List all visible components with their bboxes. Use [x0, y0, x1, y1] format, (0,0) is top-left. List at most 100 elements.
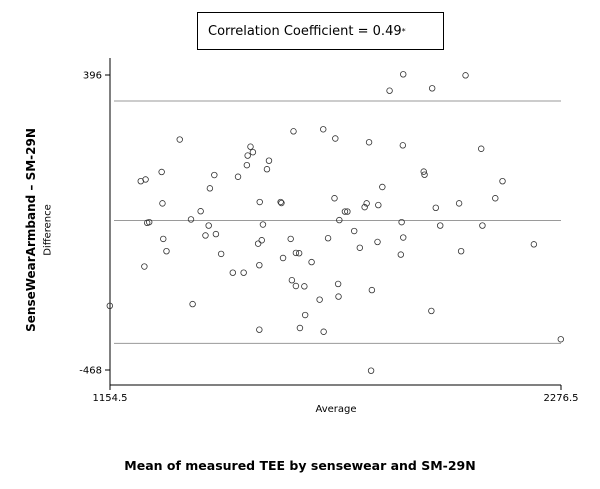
data-point — [244, 152, 251, 159]
plot-frame — [109, 58, 561, 386]
data-point — [400, 71, 407, 78]
data-point — [361, 203, 368, 211]
data-point — [368, 286, 376, 294]
data-point — [288, 277, 296, 284]
data-point — [437, 222, 444, 229]
data-point — [316, 296, 323, 303]
data-point — [363, 200, 370, 207]
y-tick-label: -468 — [79, 366, 102, 377]
data-point — [287, 235, 294, 243]
data-point — [398, 218, 405, 226]
data-point — [295, 250, 303, 257]
data-point — [158, 168, 165, 176]
data-point — [205, 222, 212, 229]
data-point — [259, 221, 267, 228]
y-axis-secondary-label: Difference — [42, 204, 54, 256]
data-point — [455, 200, 463, 207]
data-point — [106, 302, 113, 310]
data-point — [247, 143, 254, 150]
axis-ticks: 396 -468 1154.5 2276.5 — [79, 71, 578, 405]
data-point — [320, 126, 327, 133]
data-point — [202, 232, 209, 239]
data-point — [421, 171, 428, 178]
significance-marker: * — [401, 26, 406, 36]
data-point — [399, 142, 407, 149]
data-point — [296, 324, 304, 332]
data-point — [462, 72, 469, 79]
data-point — [176, 136, 183, 143]
data-point — [320, 328, 327, 335]
data-point — [365, 139, 373, 146]
data-point — [331, 195, 338, 202]
data-point — [240, 269, 247, 276]
data-point — [420, 168, 427, 175]
data-point — [234, 173, 242, 180]
data-point — [142, 176, 149, 183]
y-axis-label: SenseWearArmband – SM-29N — [24, 128, 38, 332]
data-point — [379, 183, 386, 191]
data-point — [457, 247, 465, 255]
data-point — [263, 166, 271, 173]
data-point — [160, 235, 167, 243]
data-point — [256, 326, 263, 333]
chart-title: Mean of measured TEE by sensewear and SM… — [124, 458, 476, 473]
data-point — [428, 85, 436, 92]
data-point — [254, 240, 262, 247]
data-point — [211, 171, 218, 179]
data-point — [217, 250, 225, 258]
data-point — [557, 336, 564, 343]
data-point — [292, 249, 300, 257]
data-point — [292, 282, 300, 290]
data-point — [386, 87, 393, 94]
data-point — [229, 269, 236, 276]
data-point — [279, 254, 287, 262]
data-point — [356, 244, 364, 251]
data-point — [163, 247, 170, 255]
data-point — [141, 263, 148, 270]
data-point — [243, 161, 251, 169]
data-point — [432, 204, 439, 212]
data-point — [256, 261, 263, 269]
data-point — [332, 135, 339, 142]
data-points — [106, 71, 564, 374]
data-point — [249, 148, 257, 156]
data-point — [265, 157, 273, 164]
data-point — [301, 283, 308, 290]
data-point — [344, 208, 351, 215]
data-point — [492, 195, 499, 202]
data-point — [397, 251, 405, 258]
y-tick-label: 396 — [83, 71, 102, 82]
data-point — [335, 293, 342, 300]
data-point — [336, 216, 343, 224]
data-point — [499, 177, 506, 185]
data-point — [341, 208, 349, 215]
data-point — [258, 237, 265, 244]
data-point — [277, 198, 284, 206]
correlation-annotation: Correlation Coefficient = 0.49 * — [197, 12, 444, 50]
data-point — [278, 199, 285, 207]
data-point — [428, 307, 435, 315]
data-point — [479, 222, 486, 229]
data-point — [145, 218, 153, 226]
data-point — [375, 201, 382, 209]
data-point — [324, 235, 332, 242]
data-point — [308, 258, 315, 266]
data-point — [159, 200, 166, 207]
data-point — [400, 234, 407, 241]
data-point — [189, 300, 196, 308]
data-point — [334, 280, 342, 288]
data-point — [350, 227, 358, 235]
data-point — [374, 238, 381, 246]
data-point — [478, 145, 485, 152]
x-axis-label: Average — [315, 404, 357, 415]
data-point — [206, 185, 214, 192]
data-point — [367, 367, 375, 374]
data-point — [212, 230, 220, 238]
data-point — [187, 216, 195, 223]
data-point — [530, 241, 538, 248]
x-tick-label: 1154.5 — [93, 393, 128, 404]
data-point — [256, 198, 263, 206]
x-tick-label: 2276.5 — [544, 393, 579, 404]
data-point — [301, 311, 309, 319]
